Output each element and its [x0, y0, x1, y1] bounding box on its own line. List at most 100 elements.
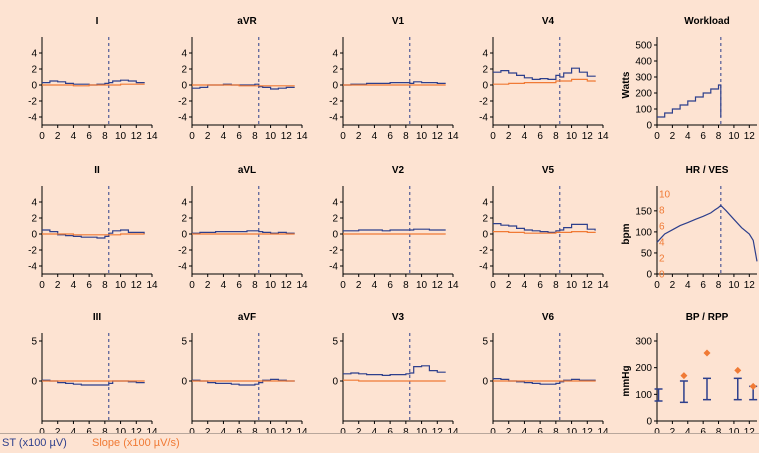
x-tick-label: 12	[744, 427, 756, 433]
x-tick-label: 8	[403, 280, 409, 291]
x-tick-label: 2	[205, 280, 211, 291]
y-tick-label: 200	[635, 363, 652, 374]
x-tick-label: 10	[416, 427, 428, 433]
panel-title: V6	[542, 312, 555, 323]
x-tick-label: 0	[490, 427, 496, 433]
y-tick-label: 2	[482, 65, 488, 76]
panel-title: V3	[392, 312, 405, 323]
y-tick-label: 5	[482, 337, 488, 348]
x-tick-label: 4	[372, 427, 378, 433]
series-line-1	[493, 231, 596, 234]
y-tick-label: -4	[28, 262, 37, 273]
y-tick-label: 2	[31, 65, 37, 76]
chart-area: I 4 2 0 -2 -4 0 2 4 6 8 10 12 14 aVR 4 2 0 -2 -4 0 2 4 6 8 10 12 14…	[0, 16, 759, 434]
y-tick-label: 200	[635, 89, 652, 100]
x-tick-label: 0	[340, 427, 346, 433]
y2-tick-label: 8	[659, 206, 665, 217]
x-tick-label: 10	[115, 427, 127, 433]
y-tick-label: -2	[178, 97, 187, 108]
x-tick-label: 4	[685, 427, 691, 433]
x-tick-label: 2	[506, 131, 512, 142]
y-tick-label: 0	[646, 270, 652, 281]
panel-title: aVR	[237, 16, 257, 27]
x-tick-label: 12	[131, 280, 143, 291]
y-tick-label: 0	[332, 81, 338, 92]
series-line-1	[42, 380, 145, 382]
y-tick-label: 4	[332, 49, 338, 60]
series-line-0	[42, 79, 145, 86]
y-tick-label: 4	[332, 198, 338, 209]
panel-title: aVF	[238, 312, 256, 323]
x-tick-label: 2	[205, 427, 211, 433]
y-tick-label: -2	[479, 246, 488, 257]
y-tick-label: -4	[28, 113, 37, 124]
panel-title: II	[94, 165, 100, 176]
series-line-1	[493, 380, 596, 382]
x-tick-label: 8	[553, 427, 559, 433]
y-tick-label: 0	[181, 230, 187, 241]
x-tick-label: 12	[582, 427, 594, 433]
panel-v3: V3 5 0 0 2 4 6 8 10 12 14	[332, 312, 459, 433]
x-tick-label: 8	[252, 280, 258, 291]
y-tick-label: 2	[332, 214, 338, 225]
y-tick-label: 0	[332, 230, 338, 241]
y-tick-label: 4	[31, 198, 37, 209]
x-tick-label: 14	[296, 427, 308, 433]
x-tick-label: 10	[728, 427, 740, 433]
x-tick-label: 2	[670, 131, 676, 142]
y-tick-label: 0	[31, 230, 37, 241]
x-tick-label: 4	[372, 131, 378, 142]
y-tick-label: -4	[178, 262, 187, 273]
panel-v6: V6 5 0 0 2 4 6 8 10 12 14	[482, 312, 609, 433]
x-tick-label: 14	[447, 427, 459, 433]
series-line-0	[493, 67, 596, 80]
x-tick-label: 8	[553, 280, 559, 291]
series-line-1	[343, 379, 446, 382]
panel-title: BP / RPP	[686, 312, 729, 323]
series-line-1	[192, 84, 295, 87]
series-line-0	[657, 84, 722, 118]
x-tick-label: 4	[522, 131, 528, 142]
x-tick-label: 6	[387, 131, 393, 142]
x-tick-label: 0	[654, 131, 660, 142]
rpp-point	[749, 382, 757, 390]
x-tick-label: 10	[566, 280, 578, 291]
rpp-point	[703, 349, 711, 357]
panel-title: V2	[392, 165, 405, 176]
panel-iii: III 5 0 0 2 4 6 8 10 12 14	[31, 312, 158, 433]
series-line-1	[42, 83, 145, 87]
y-tick-label: 100	[635, 227, 652, 238]
x-tick-label: 10	[566, 427, 578, 433]
x-tick-label: 12	[744, 131, 756, 142]
x-tick-label: 12	[131, 131, 143, 142]
y2-tick-label: 10	[659, 190, 671, 201]
x-tick-label: 8	[252, 427, 258, 433]
y-tick-label: -2	[28, 97, 37, 108]
x-tick-label: 6	[86, 131, 92, 142]
x-tick-label: 10	[265, 280, 277, 291]
panel-title: V4	[542, 16, 555, 27]
x-tick-label: 12	[281, 280, 293, 291]
y-tick-label: -4	[329, 113, 338, 124]
x-tick-label: 6	[236, 131, 242, 142]
x-tick-label: 0	[340, 280, 346, 291]
x-tick-label: 8	[403, 427, 409, 433]
series-line-1	[493, 78, 596, 85]
x-tick-label: 14	[597, 280, 609, 291]
series-line-1	[343, 233, 446, 235]
y2-tick-label: 4	[659, 238, 665, 249]
x-tick-label: 2	[670, 280, 676, 291]
x-tick-label: 14	[296, 131, 308, 142]
x-tick-label: 6	[700, 131, 706, 142]
x-tick-label: 0	[490, 131, 496, 142]
series-line-1	[192, 380, 295, 382]
x-tick-label: 6	[700, 427, 706, 433]
x-tick-label: 12	[432, 427, 444, 433]
y-tick-label: 5	[31, 337, 37, 348]
y-axis-label: mmHg	[621, 365, 632, 396]
